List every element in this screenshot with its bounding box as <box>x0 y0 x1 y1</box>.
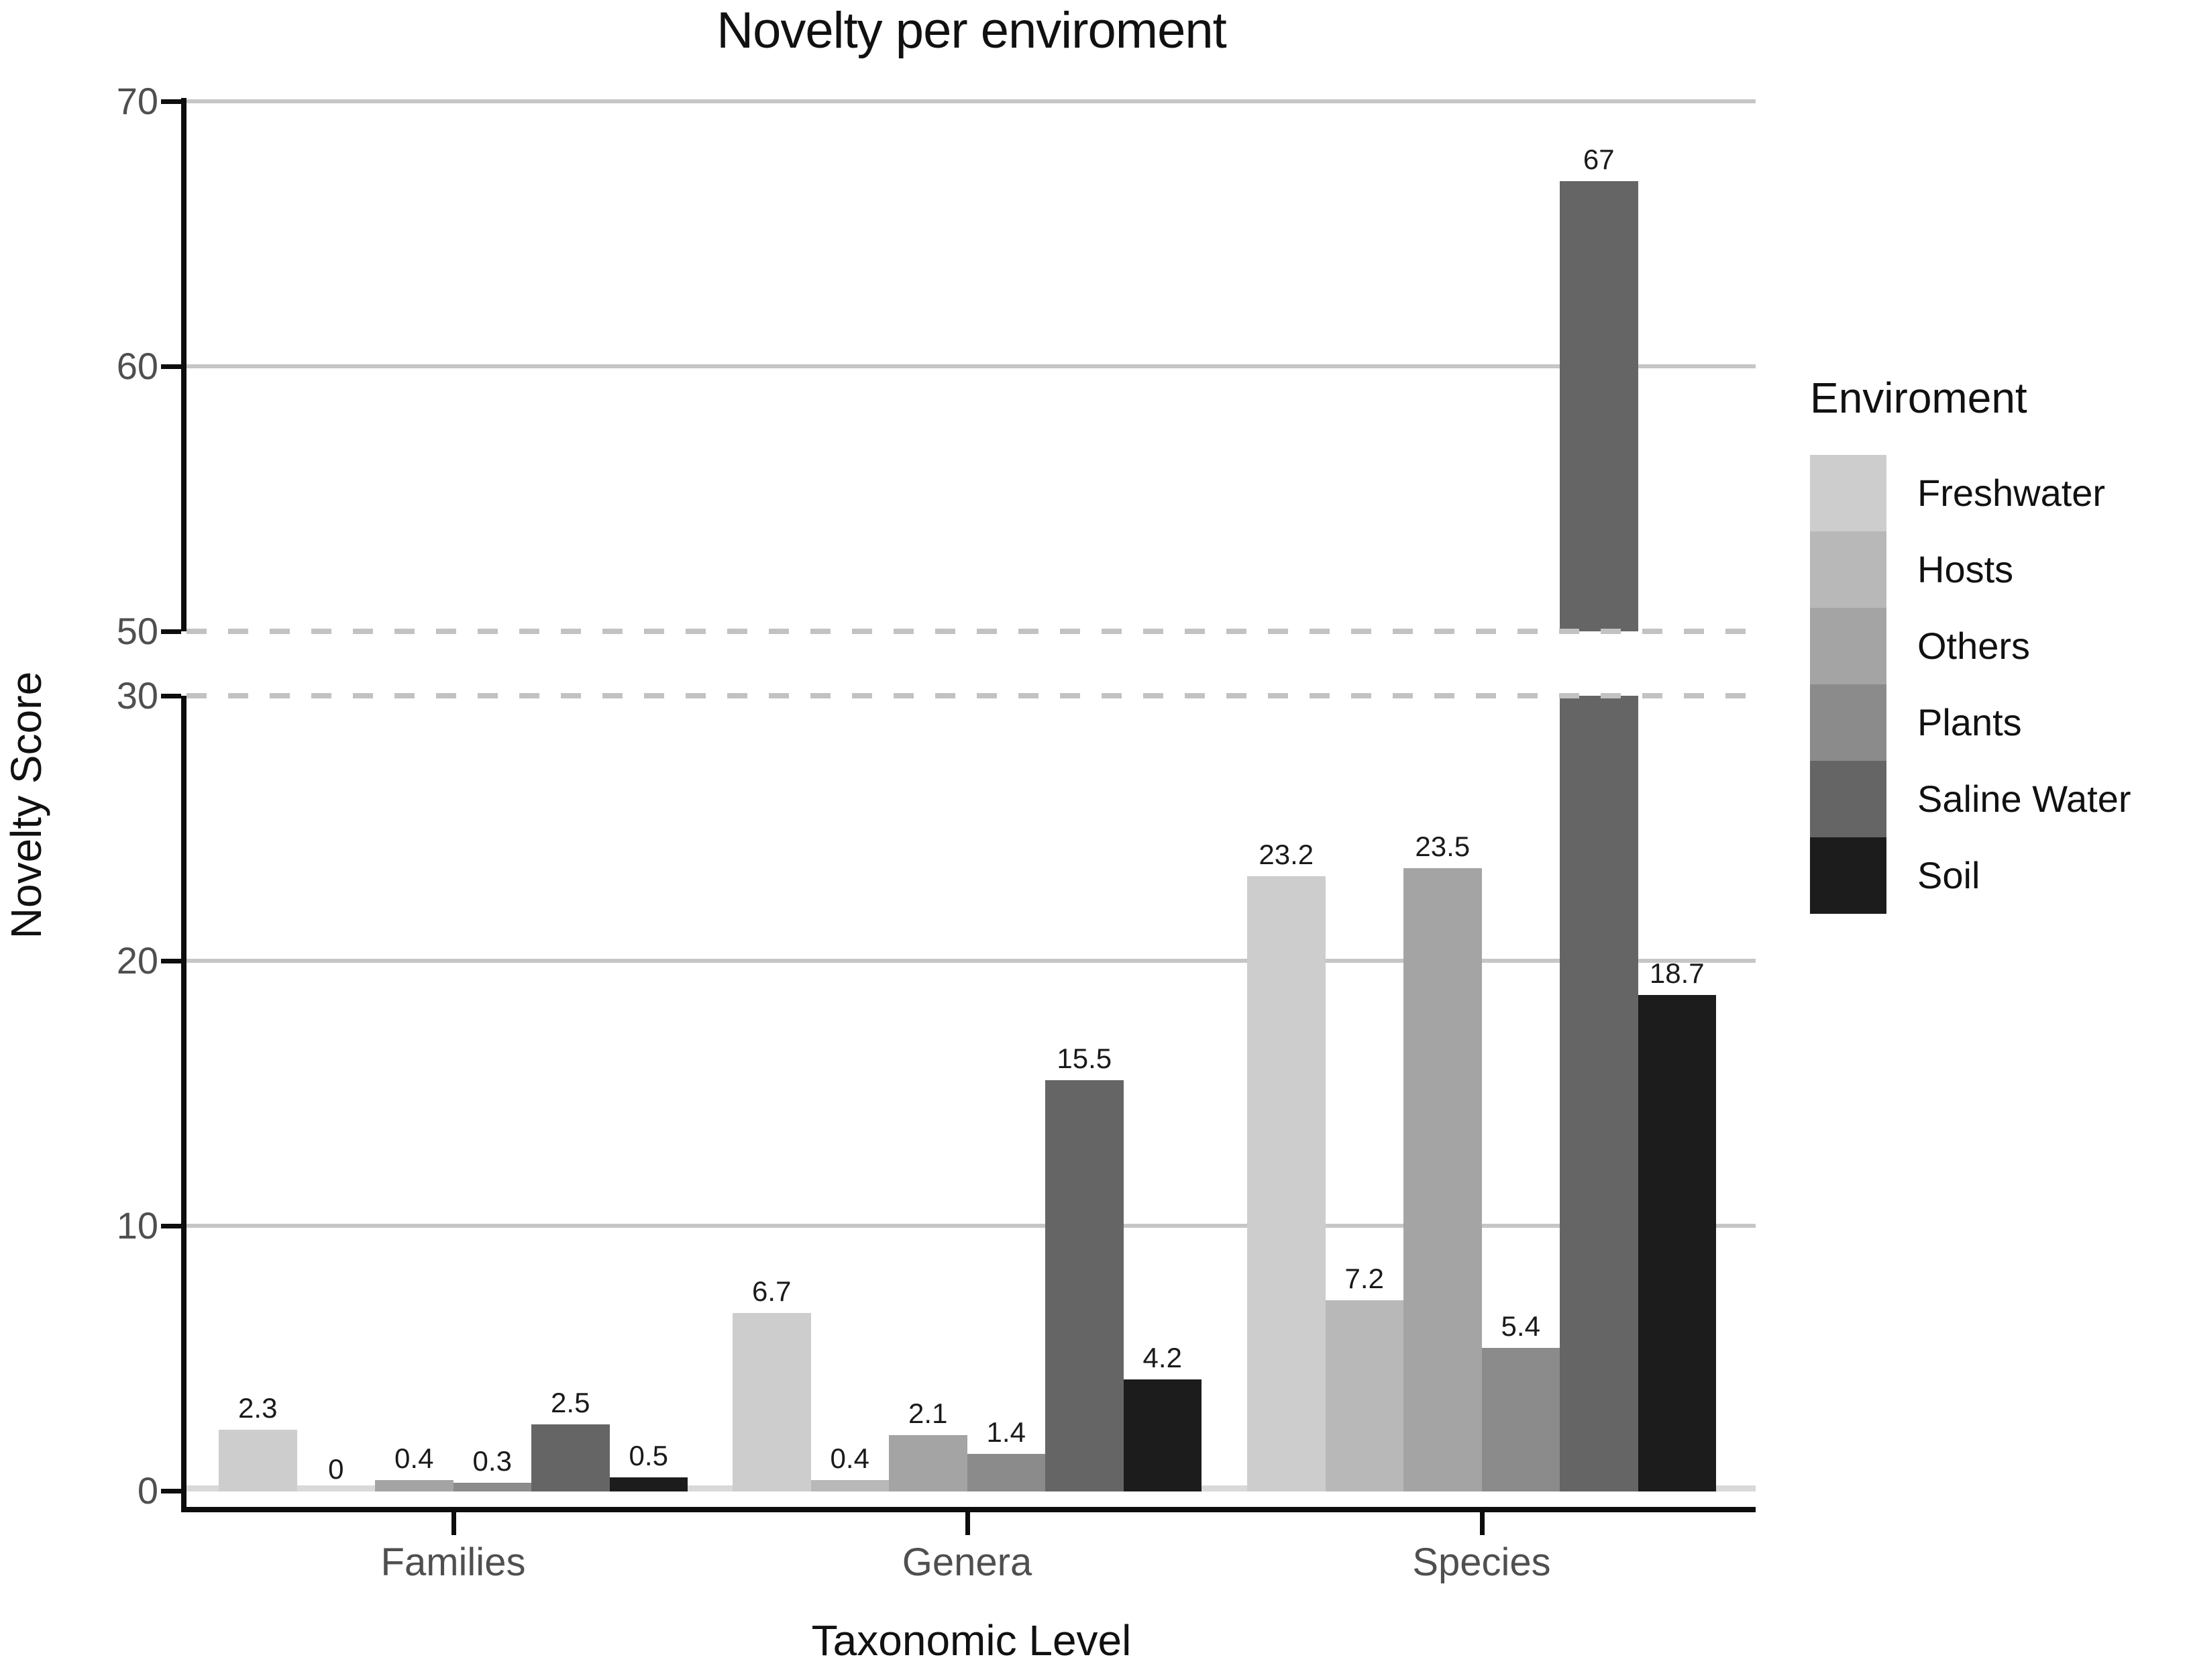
x-tick-genera <box>965 1512 970 1535</box>
bar-families-freshwater <box>219 1430 297 1491</box>
gridline-y70 <box>186 99 1756 103</box>
y-tick-label-30: 30 <box>116 674 158 717</box>
bar-families-soil <box>609 1477 688 1491</box>
y-tick-60 <box>161 364 181 369</box>
bar-genera-soil <box>1123 1379 1202 1491</box>
bar-value-label: 4.2 <box>1142 1342 1182 1374</box>
x-tick-label-species: Species <box>1412 1540 1551 1584</box>
gridline-y60 <box>186 364 1756 368</box>
legend-label-plants: Plants <box>1917 701 2022 743</box>
bar-species-plants <box>1481 1347 1560 1491</box>
bar-value-label: 0.4 <box>394 1442 434 1475</box>
bar-species-others <box>1403 868 1482 1491</box>
bar-value-label: 15.5 <box>1057 1042 1112 1074</box>
y-axis-line-lower <box>181 696 186 1512</box>
y-tick-10 <box>161 1224 181 1228</box>
y-tick-70 <box>161 99 181 104</box>
bar-genera-plants <box>967 1453 1045 1491</box>
y-axis-line-upper <box>181 98 186 631</box>
y-tick-label-70: 70 <box>116 80 158 122</box>
bar-genera-saline-water <box>1045 1080 1124 1491</box>
legend-swatch-freshwater <box>1810 455 1886 531</box>
bar-families-others <box>375 1480 454 1491</box>
bar-value-label: 2.5 <box>551 1387 590 1419</box>
legend-label-freshwater: Freshwater <box>1917 472 2106 514</box>
legend-swatch-hosts <box>1810 531 1886 608</box>
legend-swatch-plants <box>1810 684 1886 761</box>
y-tick-label-0: 0 <box>137 1469 158 1512</box>
x-tick-species <box>1479 1512 1485 1535</box>
axis-break-dashed-line-y50 <box>186 629 1756 634</box>
x-axis-title: Taxonomic Level <box>811 1616 1132 1665</box>
gridline-y10 <box>186 1224 1756 1228</box>
axis-break-dashed-line-y30 <box>186 693 1756 698</box>
y-tick-20 <box>161 959 181 963</box>
bar-genera-others <box>889 1435 967 1491</box>
bar-genera-freshwater <box>733 1313 811 1491</box>
legend-swatch-soil <box>1810 837 1886 914</box>
bar-value-label: 2.1 <box>908 1398 948 1430</box>
bar-value-label: 0 <box>328 1453 344 1485</box>
legend-swatch-others <box>1810 608 1886 684</box>
x-tick-label-genera: Genera <box>902 1540 1032 1584</box>
legend-label-saline-water: Saline Water <box>1917 778 2131 820</box>
y-tick-30 <box>161 694 181 698</box>
bar-families-plants <box>453 1483 531 1491</box>
legend-title: Enviroment <box>1810 374 2027 422</box>
bar-species-hosts <box>1325 1300 1403 1491</box>
legend-label-soil: Soil <box>1917 854 1980 896</box>
bar-genera-hosts <box>810 1480 889 1491</box>
bar-species-saline-water-upper <box>1560 180 1638 631</box>
bar-species-saline-water-lower <box>1560 696 1638 1491</box>
bar-families-saline-water <box>531 1424 610 1491</box>
bar-value-label: 2.3 <box>238 1392 278 1424</box>
bar-value-label: 6.7 <box>752 1275 792 1308</box>
bar-value-label: 5.4 <box>1501 1310 1540 1342</box>
y-tick-50 <box>161 629 181 634</box>
legend-label-hosts: Hosts <box>1917 548 2014 590</box>
bar-value-label: 23.2 <box>1259 838 1314 870</box>
bar-value-label: 7.2 <box>1344 1262 1384 1294</box>
bar-value-label: 23.5 <box>1415 830 1471 862</box>
bar-value-label: 0.4 <box>830 1442 869 1475</box>
y-tick-label-60: 60 <box>116 345 158 387</box>
x-axis-line <box>181 1507 1756 1512</box>
bar-value-label: 0.5 <box>629 1440 668 1472</box>
gridline-y20 <box>186 959 1756 963</box>
chart-title: Novelty per enviroment <box>716 2 1226 59</box>
x-tick-families <box>451 1512 456 1535</box>
bar-value-label: 18.7 <box>1649 957 1705 990</box>
bar-value-label: 1.4 <box>986 1416 1026 1448</box>
y-tick-label-20: 20 <box>116 939 158 982</box>
legend-swatch-saline-water <box>1810 761 1886 837</box>
bar-value-label: 0.3 <box>472 1445 512 1477</box>
y-tick-label-50: 50 <box>116 610 158 652</box>
y-tick-0 <box>161 1489 181 1493</box>
bar-value-label: 67 <box>1583 143 1615 175</box>
x-tick-label-families: Families <box>380 1540 526 1584</box>
bar-species-freshwater <box>1247 876 1326 1491</box>
legend-label-others: Others <box>1917 625 2031 667</box>
bar-species-soil <box>1638 995 1716 1491</box>
y-tick-label-10: 10 <box>116 1204 158 1247</box>
